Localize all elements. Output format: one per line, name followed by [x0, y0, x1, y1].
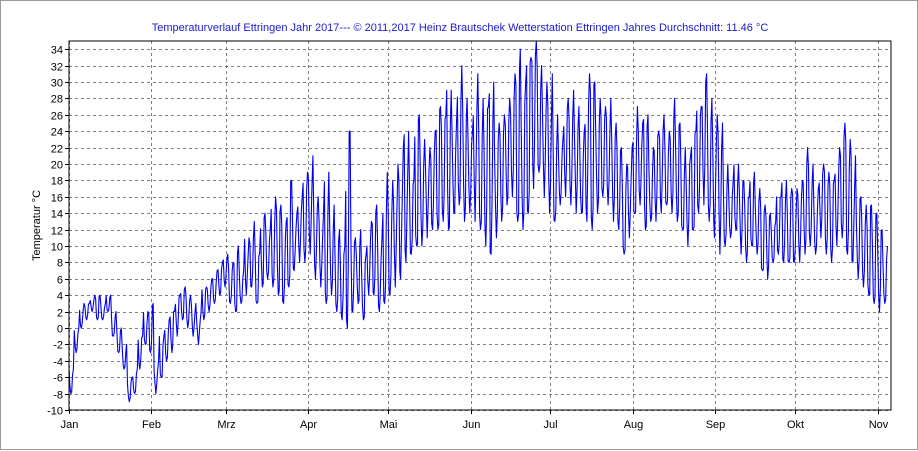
y-tick-label: -10 — [47, 406, 63, 418]
chart-title: Temperaturverlauf Ettringen Jahr 2017---… — [152, 22, 769, 34]
y-tick-label: 0 — [57, 324, 63, 336]
y-tick-label: -2 — [53, 340, 63, 352]
y-tick-label: -4 — [53, 357, 63, 369]
y-tick-label: 4 — [57, 291, 63, 303]
y-tick-label: 16 — [51, 193, 63, 205]
x-axis-ticks: Jan Feb Mrz Apr Mai Jun Jul Aug Sep Okt Nov — [61, 410, 889, 431]
y-tick-label: 12 — [51, 226, 63, 238]
x-tick-label: Jan — [61, 419, 79, 431]
x-tick-label: Mrz — [217, 419, 235, 431]
y-tick-label: 6 — [57, 275, 63, 287]
x-tick-label: Sep — [706, 419, 726, 431]
x-tick-label: Jul — [543, 419, 557, 431]
y-tick-label: 32 — [51, 62, 63, 74]
y-tick-label: -8 — [53, 390, 63, 402]
series-layer — [68, 40, 889, 403]
y-tick-label: 8 — [57, 258, 63, 270]
x-tick-label: Nov — [869, 419, 889, 431]
y-tick-label: 20 — [51, 160, 63, 172]
plot-border — [68, 40, 892, 411]
x-tick-label: Apr — [300, 419, 317, 431]
x-tick-label: Jun — [463, 419, 481, 431]
y-tick-label: -6 — [53, 373, 63, 385]
y-tick-label: 10 — [51, 242, 63, 254]
y-tick-label: 22 — [51, 144, 63, 156]
x-tick-label: Okt — [787, 419, 804, 431]
temperature-series-line — [68, 40, 889, 403]
y-tick-label: 24 — [51, 127, 63, 139]
y-tick-label: 34 — [51, 45, 63, 57]
x-tick-label: Feb — [142, 419, 161, 431]
y-axis-ticks: -10-8-6-4-202468101214161820222426283032… — [47, 45, 69, 418]
y-tick-label: 26 — [51, 111, 63, 123]
y-tick-label: 18 — [51, 176, 63, 188]
y-tick-label: 28 — [51, 94, 63, 106]
y-tick-label: 2 — [57, 308, 63, 320]
y-tick-label: 14 — [51, 209, 63, 221]
y-axis-label: Temperatur °C — [31, 190, 43, 261]
x-tick-label: Mai — [380, 419, 398, 431]
x-tick-label: Aug — [624, 419, 644, 431]
y-tick-label: 30 — [51, 78, 63, 90]
